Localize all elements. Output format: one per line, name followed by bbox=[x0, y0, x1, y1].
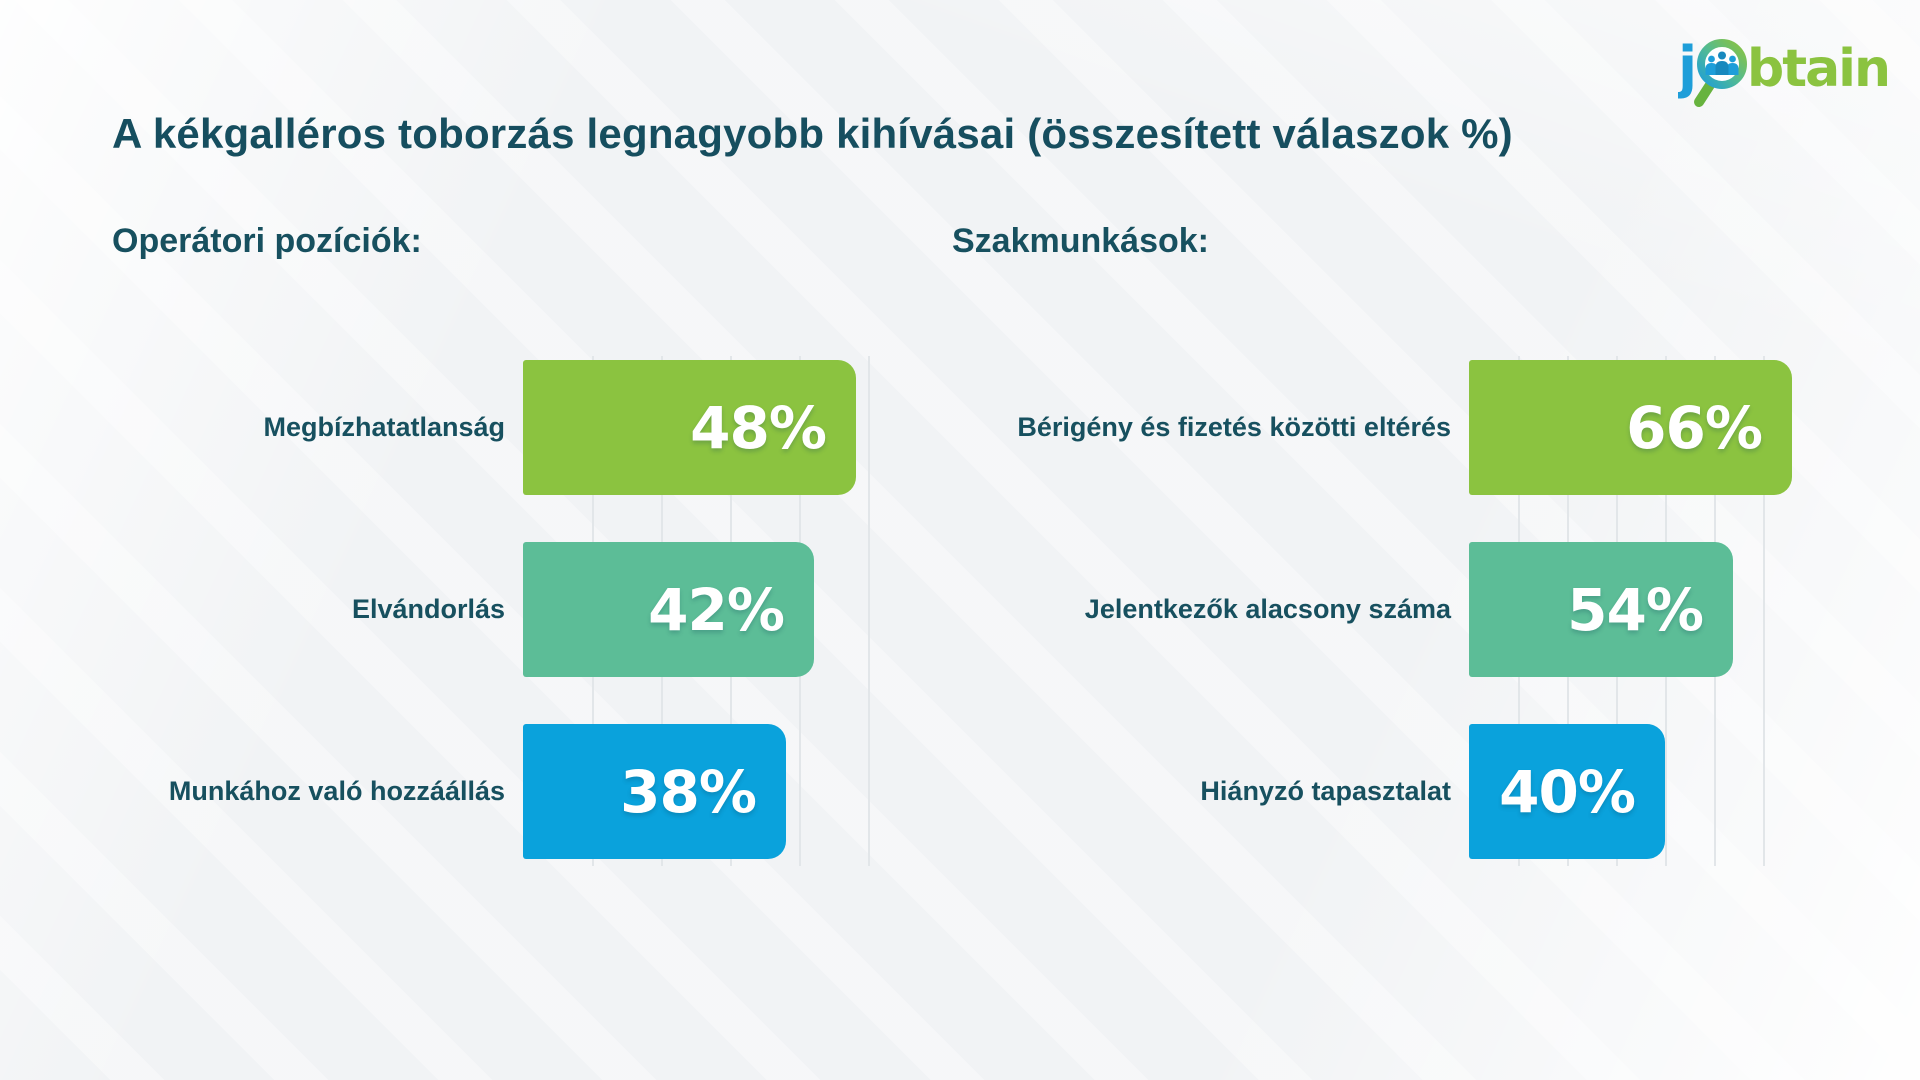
jobtain-logo-graphic: j btain bbox=[1676, 35, 1891, 107]
bar: 48% bbox=[523, 360, 856, 495]
bar-row: Jelentkezők alacsony száma 54% bbox=[952, 542, 1792, 677]
section-header-operator-positions: Operátori pozíciók: bbox=[112, 222, 422, 260]
people-icon bbox=[1705, 51, 1739, 75]
logo-text-btain: btain bbox=[1747, 39, 1889, 99]
bar-value-label: 40% bbox=[1499, 757, 1636, 826]
bar-category-label: Munkához való hozzáállás bbox=[168, 776, 505, 806]
bar-category-label: Jelentkezők alacsony száma bbox=[1084, 594, 1451, 624]
bar: 38% bbox=[523, 724, 786, 859]
section-header-skilled-workers: Szakmunkások: bbox=[952, 222, 1209, 260]
bar: 66% bbox=[1469, 360, 1792, 495]
bar-row: Hiányzó tapasztalat 40% bbox=[952, 724, 1792, 859]
bar: 40% bbox=[1469, 724, 1665, 859]
bar-category-label: Hiányzó tapasztalat bbox=[1200, 776, 1451, 806]
chart-operator-positions: Megbízhatatlanság 48% Elvándorlás 42% Munkáh… bbox=[94, 360, 856, 859]
logo-letter-j: j bbox=[1678, 35, 1697, 100]
bar-value-label: 66% bbox=[1626, 393, 1763, 462]
magnifier-handle-icon bbox=[1694, 80, 1715, 107]
bar-row: Elvándorlás 42% bbox=[94, 542, 856, 677]
bar-category-label: Bérigény és fizetés közötti eltérés bbox=[1017, 412, 1451, 442]
bar-value-label: 42% bbox=[648, 575, 785, 644]
bar-category-label: Elvándorlás bbox=[351, 594, 505, 624]
bar-category-label: Megbízhatatlanság bbox=[263, 412, 505, 442]
bar-value-label: 54% bbox=[1567, 575, 1704, 644]
bar-row: Megbízhatatlanság 48% bbox=[94, 360, 856, 495]
page-title: A kékgalléros toborzás legnagyobb kihívá… bbox=[112, 110, 1513, 157]
bar-value-label: 38% bbox=[620, 757, 757, 826]
bar: 54% bbox=[1469, 542, 1733, 677]
gridline bbox=[868, 356, 870, 866]
bar-value-label: 48% bbox=[690, 393, 827, 462]
chart-skilled-workers: Bérigény és fizetés közötti eltérés 66% Je… bbox=[952, 360, 1792, 859]
gridline bbox=[1763, 356, 1765, 866]
bar-row: Bérigény és fizetés közötti eltérés 66% bbox=[952, 360, 1792, 495]
jobtain-logo: j btain bbox=[1676, 24, 1918, 120]
bar-row: Munkához való hozzáállás 38% bbox=[94, 724, 856, 859]
bar: 42% bbox=[523, 542, 814, 677]
